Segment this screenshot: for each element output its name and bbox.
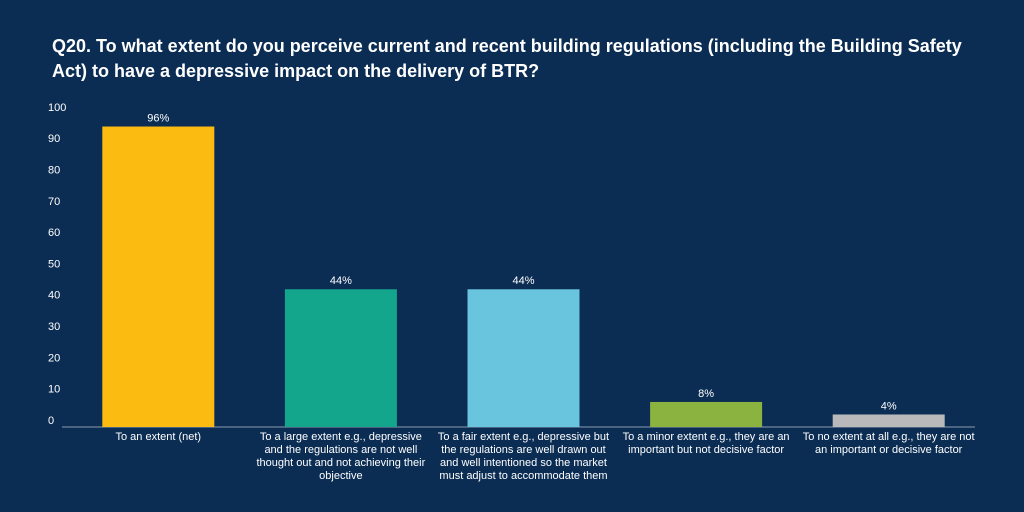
y-tick-label: 50 xyxy=(48,258,60,270)
value-label: 8% xyxy=(698,388,714,400)
bar xyxy=(832,414,945,427)
y-tick-label: 40 xyxy=(48,290,60,302)
y-tick-label: 100 xyxy=(48,102,66,114)
y-tick-label: 70 xyxy=(48,196,60,208)
y-tick-label: 90 xyxy=(48,133,60,145)
y-tick-label: 10 xyxy=(48,384,60,396)
bar xyxy=(467,289,580,427)
bar xyxy=(102,126,215,428)
value-label: 96% xyxy=(147,112,169,124)
y-tick-label: 30 xyxy=(48,321,60,333)
value-label: 44% xyxy=(512,275,534,287)
bar xyxy=(650,401,763,427)
x-tick-label: To no extent at all e.g., they are not a… xyxy=(802,431,975,456)
y-tick-label: 80 xyxy=(48,165,60,177)
y-tick-label: 20 xyxy=(48,352,60,364)
y-tick-label: 0 xyxy=(48,415,54,427)
value-label: 44% xyxy=(330,275,352,287)
x-tick-label: To a minor extent e.g., they are an impo… xyxy=(622,431,790,456)
x-tick-label: To a fair extent e.g., depressive but th… xyxy=(437,431,610,482)
chart-title: Q20. To what extent do you perceive curr… xyxy=(52,36,962,81)
value-label: 4% xyxy=(881,400,897,412)
x-tick-label: To a large extent e.g., depressive and t… xyxy=(256,431,426,482)
y-tick-label: 60 xyxy=(48,227,60,239)
x-tick-label: To an extent (net) xyxy=(115,431,202,443)
bar xyxy=(284,289,397,427)
